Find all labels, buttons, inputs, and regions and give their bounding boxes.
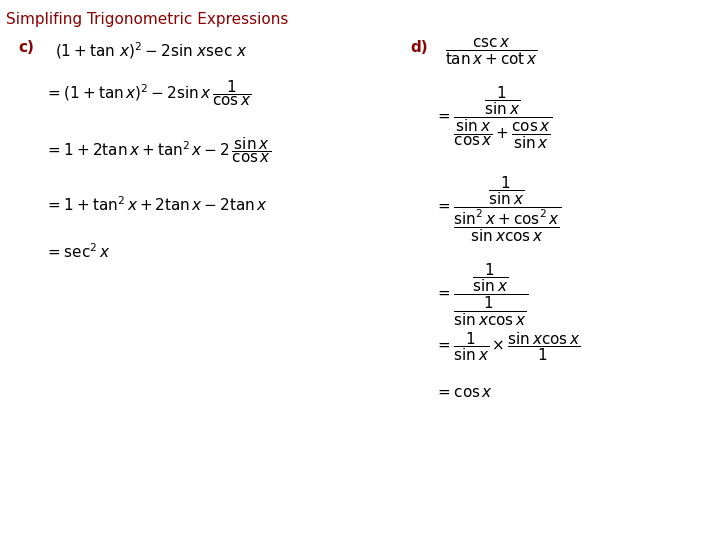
Text: $= \sec^{2}x$: $= \sec^{2}x$ — [45, 242, 110, 261]
Text: $=\dfrac{\dfrac{1}{\sin x}}{\dfrac{\sin^{2}x+\cos^{2}x}{\sin x\cos x}}$: $=\dfrac{\dfrac{1}{\sin x}}{\dfrac{\sin^… — [435, 175, 562, 244]
Text: Simplifing Trigonometric Expressions: Simplifing Trigonometric Expressions — [6, 12, 289, 27]
Text: c): c) — [18, 40, 34, 55]
Text: $\dfrac{\mathrm{csc}\,x}{\tan x + \cot x}$: $\dfrac{\mathrm{csc}\,x}{\tan x + \cot x… — [445, 37, 538, 67]
Text: $=\cos x$: $=\cos x$ — [435, 385, 493, 400]
Text: d): d) — [410, 40, 428, 55]
Text: $=\dfrac{\dfrac{1}{\sin x}}{\dfrac{1}{\sin x\cos x}}$: $=\dfrac{\dfrac{1}{\sin x}}{\dfrac{1}{\s… — [435, 262, 528, 328]
Text: $(1 + \tan\,x)^2 - 2\sin\,x\sec\,x$: $(1 + \tan\,x)^2 - 2\sin\,x\sec\,x$ — [55, 40, 248, 60]
Text: $=\dfrac{\dfrac{1}{\sin x}}{\dfrac{\sin x}{\cos x}+\dfrac{\cos x}{\sin x}}$: $=\dfrac{\dfrac{1}{\sin x}}{\dfrac{\sin … — [435, 85, 552, 151]
Text: $= 1 + \tan^{2}x + 2\tan x - 2\tan x$: $= 1 + \tan^{2}x + 2\tan x - 2\tan x$ — [45, 195, 268, 214]
Text: $= 1 + 2\tan x + \tan^{2}x - 2\,\dfrac{\sin x}{\cos x}$: $= 1 + 2\tan x + \tan^{2}x - 2\,\dfrac{\… — [45, 135, 271, 165]
Text: $=\dfrac{1}{\sin x}\times\dfrac{\sin x\cos x}{1}$: $=\dfrac{1}{\sin x}\times\dfrac{\sin x\c… — [435, 330, 580, 363]
Text: $= (1+\tan x)^{2} - 2\sin x\,\dfrac{1}{\cos x}$: $= (1+\tan x)^{2} - 2\sin x\,\dfrac{1}{\… — [45, 78, 251, 108]
